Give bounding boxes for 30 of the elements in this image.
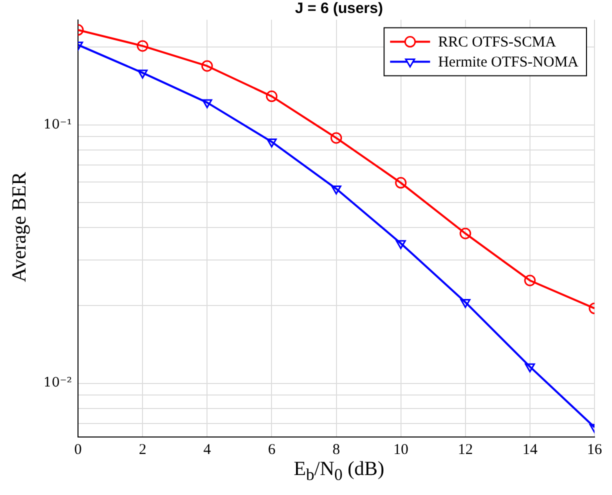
- point: [331, 186, 342, 195]
- point: [266, 138, 277, 148]
- point: [524, 363, 536, 372]
- y-tick-label: 10⁻¹: [43, 117, 72, 132]
- legend-label: Hermite OTFS-NOMA: [438, 54, 579, 71]
- point: [201, 60, 213, 72]
- x-axis-title: E$_{b}$/N$_{0}$ (dB): [292, 458, 386, 485]
- x-tick-label: 2: [138, 442, 146, 458]
- x-tick-label: 6: [268, 442, 276, 458]
- x-tick-label: 4: [203, 442, 212, 458]
- point: [396, 240, 406, 250]
- point: [136, 40, 148, 52]
- point: [266, 90, 278, 102]
- point: [330, 132, 342, 144]
- x-tick-label: 0: [74, 442, 82, 458]
- point: [395, 177, 407, 189]
- point: [460, 298, 470, 308]
- point: [137, 70, 148, 79]
- point: [460, 228, 472, 240]
- y-tick-label: 10⁻²: [43, 376, 72, 391]
- point: [202, 99, 212, 108]
- x-tick-label: 8: [332, 442, 340, 458]
- x-tick-label: 14: [522, 442, 538, 458]
- x-tick-label: 12: [458, 442, 473, 458]
- point: [524, 274, 536, 286]
- legend-label: RRC OTFS-SCMA: [438, 34, 556, 51]
- x-tick-label: 10: [393, 442, 408, 458]
- x-tick-label: 16: [587, 442, 602, 458]
- chart-title: J = 6 (users): [294, 0, 384, 17]
- y-axis-title: Average BER: [8, 172, 32, 282]
